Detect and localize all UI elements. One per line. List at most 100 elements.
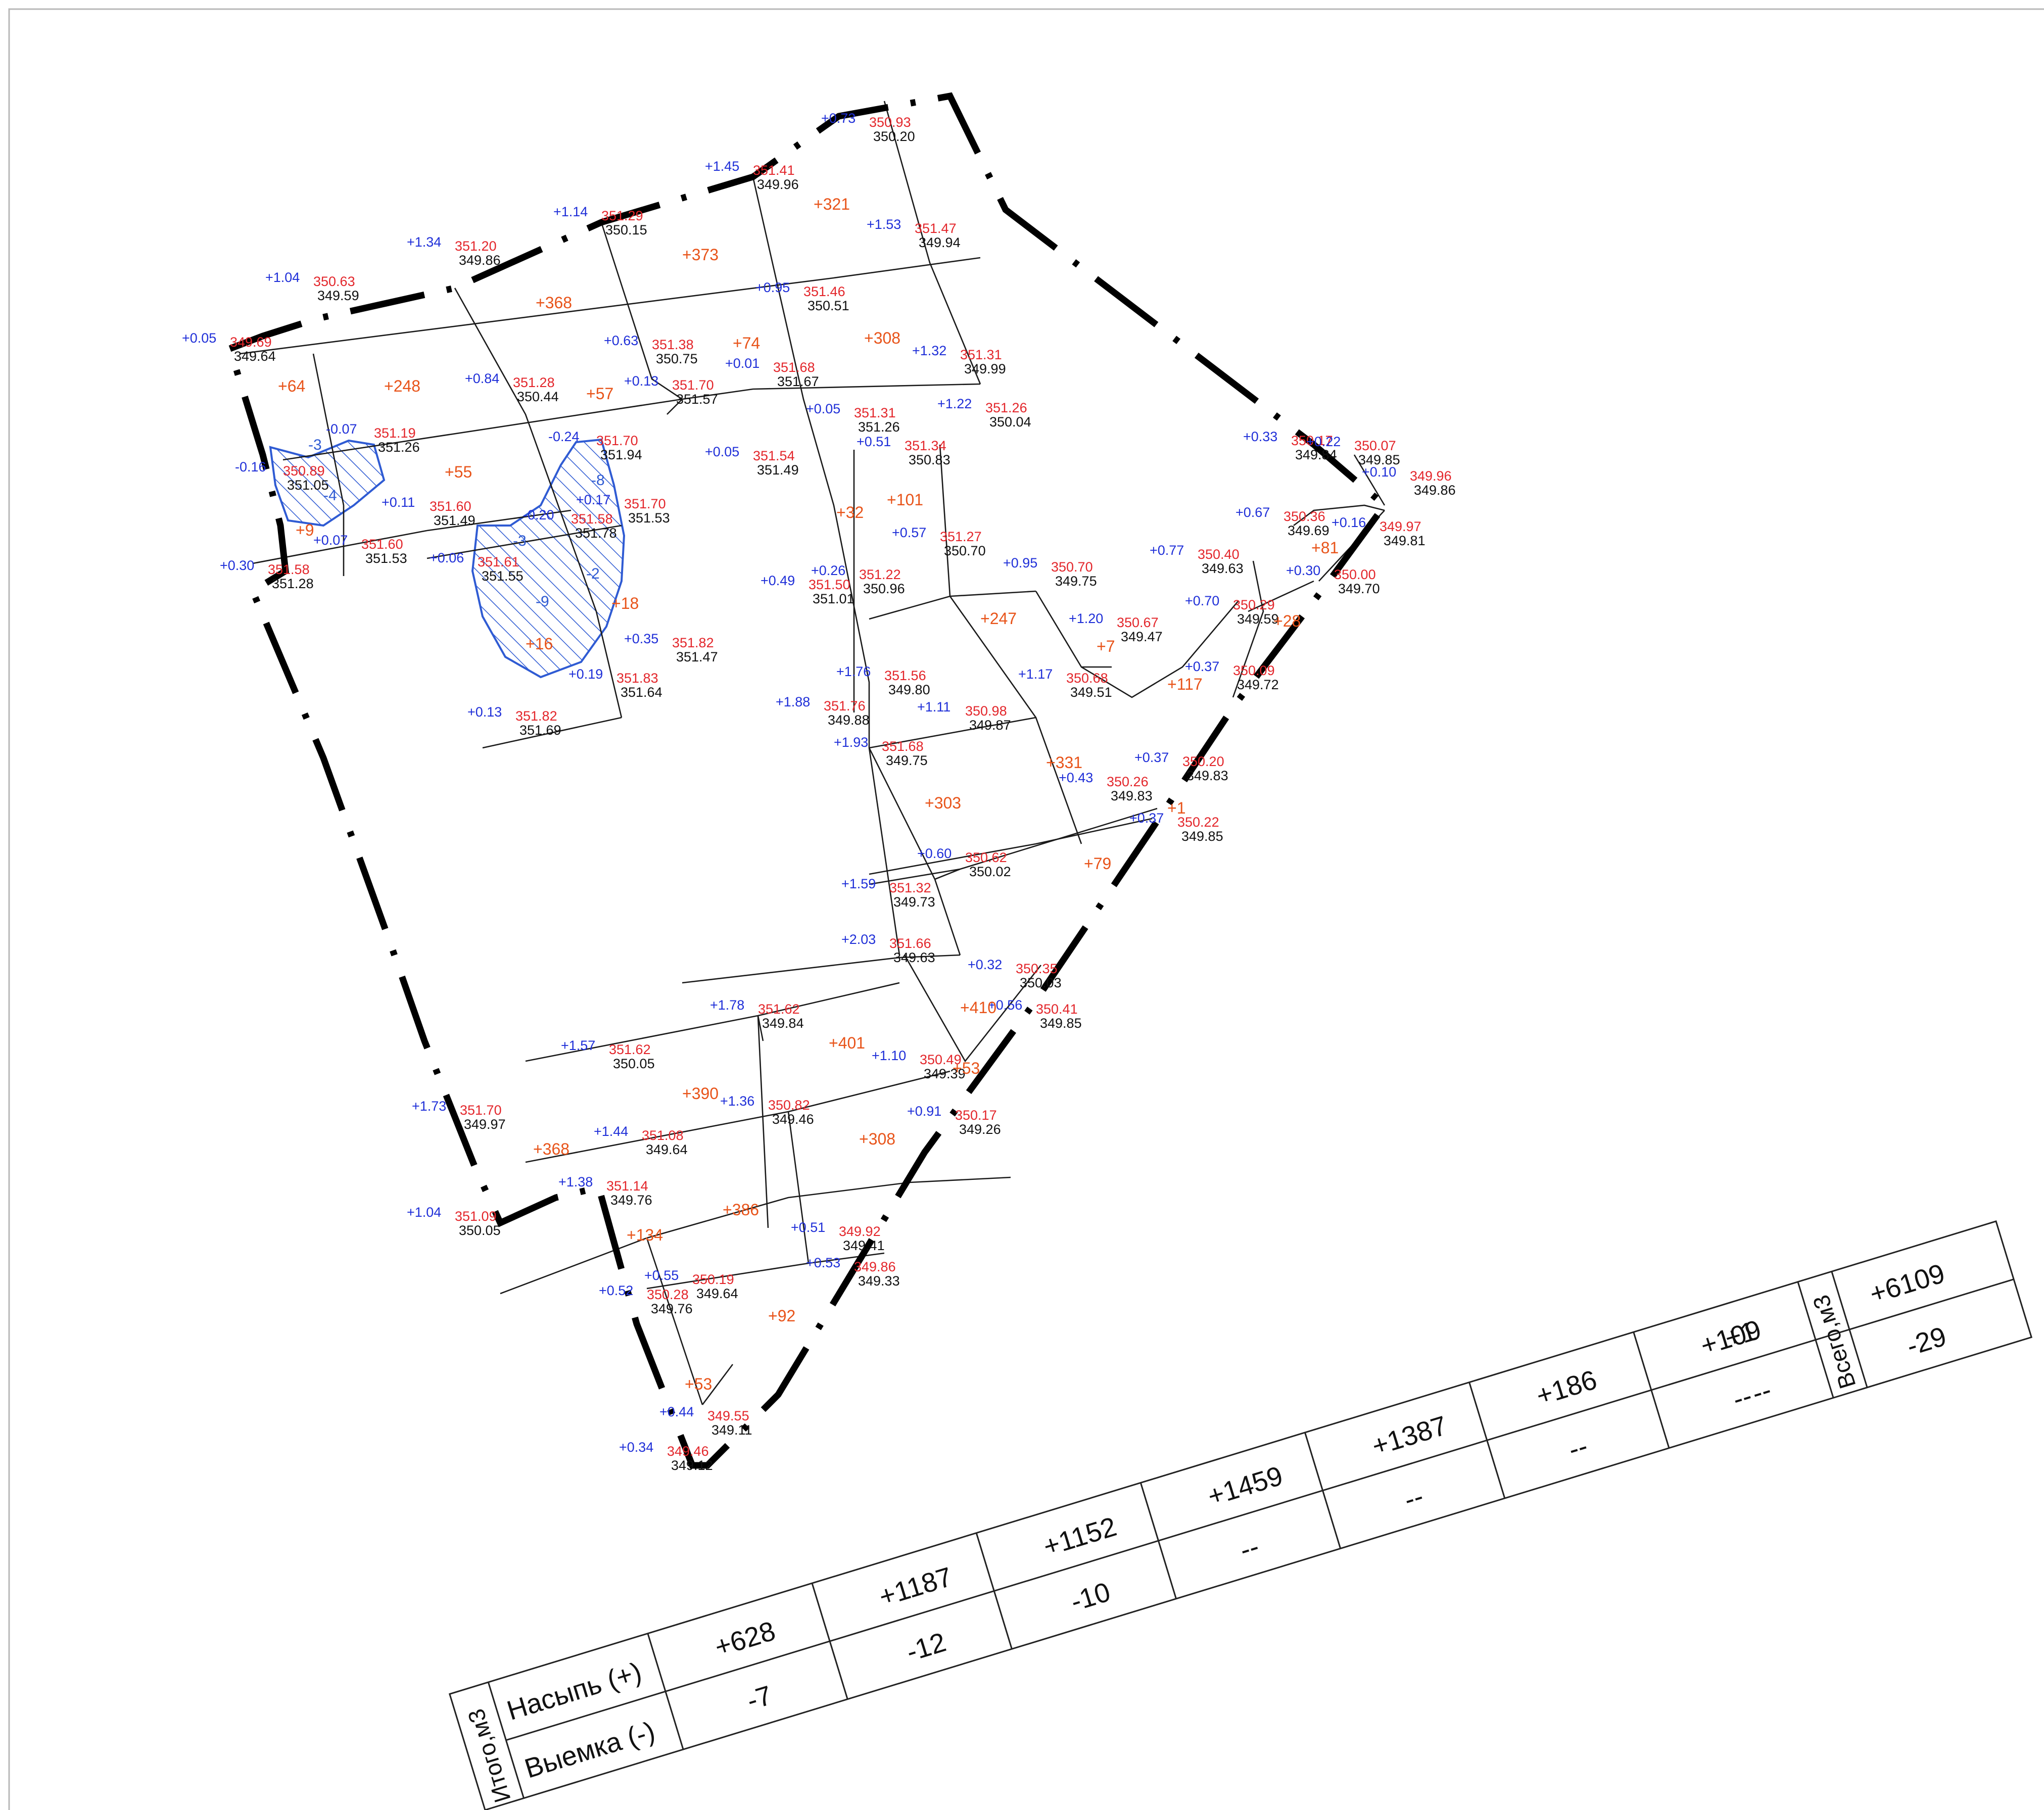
existing-elevation: 349.96 [757,177,799,192]
design-elevation: 351.62 [758,1002,800,1017]
design-elevation: 350.41 [1036,1002,1078,1017]
work-mark: +0.91 [907,1104,941,1119]
existing-elevation: 351.64 [621,685,662,700]
design-elevation: 350.26 [1107,774,1149,789]
design-elevation: 350.36 [1284,509,1325,524]
grand-total-cut: -29 [1903,1321,1950,1361]
design-elevation: 350.22 [1177,815,1219,830]
design-elevation: 350.35 [1016,961,1058,976]
cut-volume: -3 [308,437,322,453]
cut-volume: -2 [586,565,600,582]
design-elevation: 351.70 [460,1103,502,1118]
work-mark: +0.67 [1235,505,1270,520]
design-elevation: 351.27 [940,529,982,544]
row-label-cut: Выемка (-) [521,1716,658,1784]
row-label-fill: Насыпь (+) [503,1656,645,1726]
work-mark: +1.53 [867,217,901,232]
work-mark: +0.51 [857,434,891,449]
work-mark: +1.45 [705,159,739,174]
design-elevation: 351.83 [616,671,658,686]
fill-volume: +308 [859,1130,895,1148]
existing-elevation: 349.85 [1181,829,1223,844]
work-mark: +1.20 [1069,611,1103,626]
existing-elevation: 351.28 [272,576,314,591]
design-elevation: 351.54 [753,448,795,463]
work-mark: +0.22 [1306,434,1341,449]
fill-volume: +28 [1273,612,1301,630]
cut-area-central [471,438,626,679]
design-elevation: 351.82 [672,635,714,650]
existing-elevation: 350.02 [969,864,1011,879]
fill-volume: +1 [1167,799,1185,817]
existing-elevation: 351.69 [519,723,561,738]
design-elevation: 351.60 [430,499,471,514]
work-mark: -0.24 [548,429,580,444]
existing-elevation: 349.76 [610,1193,652,1208]
design-elevation: 351.68 [773,360,815,375]
existing-elevation: 349.41 [843,1238,885,1253]
existing-elevation: 349.12 [671,1458,713,1473]
fill-volume: +81 [1311,539,1339,557]
design-elevation: 350.19 [692,1272,734,1287]
existing-elevation: 349.64 [696,1286,738,1301]
design-elevation: 350.98 [965,703,1007,719]
fill-volume: +74 [733,334,760,352]
design-elevation: 351.09 [455,1209,497,1224]
cut-area-west [269,439,386,527]
existing-elevation: 351.53 [628,510,670,526]
cartogram-grid [240,101,1386,1405]
existing-elevation: 349.64 [234,349,276,364]
existing-elevation: 349.88 [828,712,870,728]
fill-total-1: +628 [711,1615,779,1662]
work-mark: +0.34 [619,1440,653,1455]
work-mark: +0.30 [220,558,254,573]
work-mark: +1.22 [937,396,972,411]
table-header-total: Итого,м3 [462,1706,515,1805]
work-mark: +1.17 [1018,666,1053,682]
existing-elevation: 349.47 [1121,629,1163,644]
work-mark: +1.73 [412,1099,446,1114]
design-elevation: 351.34 [905,438,946,453]
cut-volume: -8 [591,472,605,489]
work-mark: +0.56 [988,997,1022,1013]
existing-elevation: 351.67 [777,374,819,389]
design-elevation: 349.96 [1410,468,1452,484]
fill-volume: +92 [768,1307,795,1325]
design-elevation: 350.07 [1354,438,1396,453]
existing-elevation: 351.26 [858,419,900,435]
existing-elevation: 349.63 [1202,561,1244,576]
work-mark: +0.73 [821,111,855,126]
design-elevation: 351.76 [824,698,866,713]
design-elevation: 349.92 [839,1224,881,1239]
work-mark: +1.04 [265,270,300,285]
fill-volume: +117 [1167,675,1203,693]
work-mark: +1.57 [561,1038,595,1053]
work-mark: -0.20 [523,507,554,522]
fill-volume: +7 [1097,637,1115,655]
design-elevation: 350.62 [965,850,1007,865]
fill-volume: +368 [533,1140,569,1158]
fill-volume: +55 [445,463,472,481]
